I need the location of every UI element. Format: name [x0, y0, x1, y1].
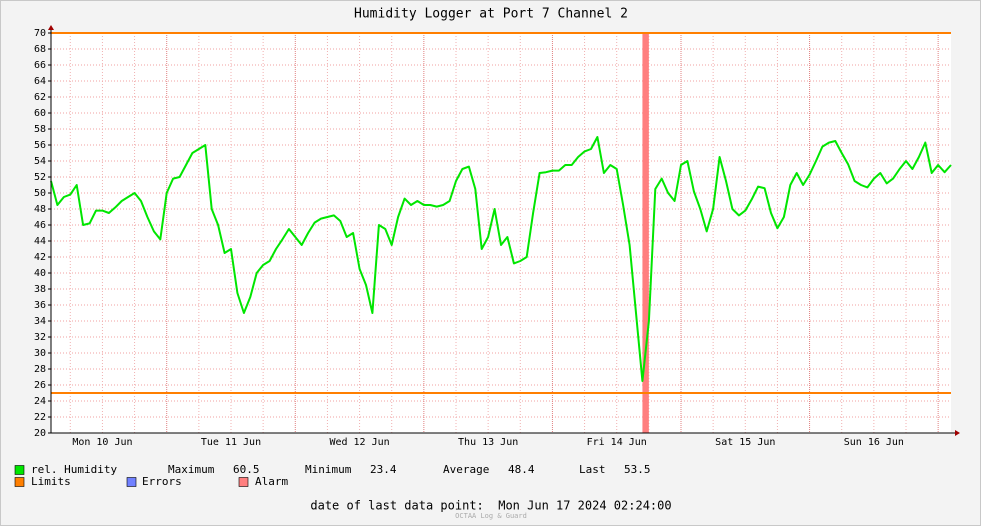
- y-tick-label: 70: [34, 28, 46, 39]
- y-tick-label: 68: [34, 44, 46, 55]
- x-tick-label: Sat 15 Jun: [715, 437, 775, 448]
- x-tick-label: Sun 16 Jun: [844, 437, 904, 448]
- y-tick-label: 66: [34, 60, 46, 71]
- y-tick-label: 28: [34, 364, 46, 375]
- y-tick-label: 36: [34, 300, 46, 311]
- y-tick-label: 60: [34, 108, 46, 119]
- legend-label: Alarm: [255, 475, 288, 488]
- stat-label: Last: [579, 463, 606, 476]
- legend-label: rel. Humidity: [31, 463, 117, 476]
- x-tick-label: Thu 13 Jun: [458, 437, 518, 448]
- y-tick-label: 40: [34, 268, 46, 279]
- data-line: [50, 136, 952, 382]
- y-tick-label: 38: [34, 284, 46, 295]
- y-tick-label: 30: [34, 348, 46, 359]
- y-arrow: [48, 25, 54, 30]
- legend-swatch: [238, 477, 249, 487]
- y-tick-label: 62: [34, 92, 46, 103]
- legend-swatch: [126, 477, 137, 487]
- legend-label: Errors: [142, 475, 182, 488]
- x-arrow: [955, 430, 960, 436]
- y-tick-label: 54: [34, 156, 46, 167]
- watermark: OCTAA Log & Guard: [455, 512, 527, 520]
- y-tick-label: 52: [34, 172, 46, 183]
- legend-swatch: [14, 465, 25, 475]
- y-tick-label: 50: [34, 188, 46, 199]
- y-tick-label: 42: [34, 252, 46, 263]
- x-tick-label: Mon 10 Jun: [72, 437, 132, 448]
- stat-value: 23.4: [370, 463, 397, 476]
- y-tick-label: 44: [34, 236, 46, 247]
- y-tick-label: 48: [34, 204, 46, 215]
- marks: [50, 32, 952, 433]
- stat-value: 53.5: [624, 463, 651, 476]
- y-tick-label: 26: [34, 380, 46, 391]
- x-tick-label: Tue 11 Jun: [201, 437, 261, 448]
- chart-title: Humidity Logger at Port 7 Channel 2: [354, 7, 628, 22]
- alarm-span: [642, 33, 649, 433]
- legend-label: Limits: [31, 475, 71, 488]
- y-tick-label: 22: [34, 412, 46, 423]
- y-tick-label: 34: [34, 316, 46, 327]
- footer: date of last data point: Mon Jun 17 2024…: [310, 499, 671, 513]
- y-tick-label: 56: [34, 140, 46, 151]
- stat-label: Minimum: [305, 463, 352, 476]
- x-tick-label: Wed 12 Jun: [329, 437, 389, 448]
- y-tick-label: 32: [34, 332, 46, 343]
- y-tick-label: 46: [34, 220, 46, 231]
- stat-label: Maximum: [168, 463, 215, 476]
- y-tick-label: 24: [34, 396, 46, 407]
- stat-value: 60.5: [233, 463, 260, 476]
- y-tick-label: 64: [34, 76, 46, 87]
- stat-value: 48.4: [508, 463, 535, 476]
- y-tick-label: 58: [34, 124, 46, 135]
- y-tick-label: 20: [34, 428, 46, 439]
- legend-swatch: [14, 477, 25, 487]
- plot-area: [51, 33, 951, 433]
- stat-label: Average: [443, 463, 489, 476]
- x-tick-label: Fri 14 Jun: [587, 437, 647, 448]
